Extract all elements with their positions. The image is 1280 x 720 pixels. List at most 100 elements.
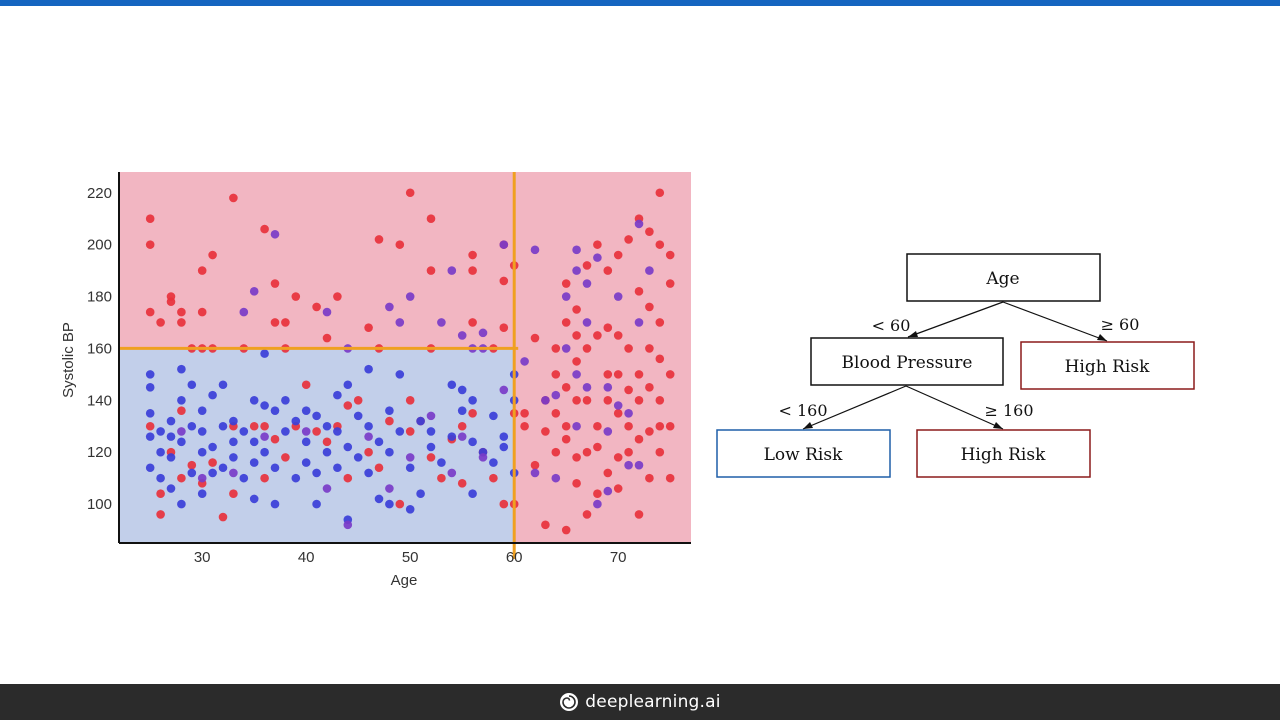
- red-data-point: [655, 396, 665, 405]
- red-data-point: [468, 318, 477, 327]
- red-data-point: [301, 380, 311, 390]
- blue-data-point: [156, 447, 165, 457]
- red-data-point: [426, 266, 436, 275]
- red-data-point: [613, 453, 623, 462]
- red-data-point: [177, 318, 186, 327]
- y-axis-label: Systolic BP: [60, 322, 77, 398]
- red-data-point: [364, 323, 373, 332]
- red-data-point: [561, 434, 571, 444]
- blue-data-point: [145, 370, 155, 379]
- blue-data-point: [270, 499, 280, 509]
- blue-data-point: [249, 396, 259, 405]
- blue-data-point: [301, 458, 311, 467]
- blue-data-point: [333, 390, 342, 400]
- blue-data-point: [166, 416, 176, 426]
- x-tick-label: 30: [194, 549, 211, 566]
- purple-data-point: [572, 266, 581, 275]
- red-data-point: [197, 307, 207, 317]
- blue-data-point: [333, 427, 342, 436]
- blue-data-point: [457, 406, 467, 415]
- purple-data-point: [561, 292, 571, 301]
- purple-data-point: [395, 318, 405, 327]
- red-data-point: [489, 473, 498, 483]
- red-data-point: [541, 427, 550, 436]
- red-data-point: [291, 292, 301, 301]
- purple-data-point: [322, 307, 332, 317]
- arrowhead-icon: [1097, 334, 1107, 341]
- edge-age-left: [907, 301, 1004, 338]
- data-points: [145, 188, 675, 535]
- blue-data-point: [229, 416, 238, 426]
- red-data-point: [395, 499, 405, 509]
- red-data-point: [634, 510, 644, 519]
- red-data-point: [177, 406, 186, 415]
- red-data-point: [582, 261, 592, 270]
- red-data-point: [572, 479, 581, 488]
- red-data-point: [624, 344, 633, 353]
- blue-data-point: [468, 489, 477, 499]
- purple-data-point: [385, 484, 394, 493]
- blue-data-point: [416, 416, 425, 426]
- purple-data-point: [530, 245, 540, 255]
- red-data-point: [655, 318, 665, 327]
- red-data-point: [634, 287, 644, 296]
- red-data-point: [218, 512, 228, 522]
- red-data-point: [187, 460, 197, 470]
- purple-data-point: [405, 292, 415, 301]
- red-data-point: [405, 396, 415, 405]
- red-data-point: [197, 266, 207, 275]
- red-data-point: [156, 318, 165, 327]
- blue-data-point: [177, 499, 186, 509]
- blue-data-point: [489, 411, 498, 421]
- blue-data-point: [260, 349, 269, 358]
- purple-data-point: [551, 390, 561, 400]
- red-data-point: [520, 421, 529, 431]
- purple-data-point: [582, 318, 592, 327]
- red-data-point: [177, 473, 186, 483]
- red-data-point: [208, 250, 217, 260]
- red-data-point: [645, 227, 654, 236]
- purple-data-point: [437, 318, 446, 327]
- purple-data-point: [551, 473, 561, 483]
- purple-data-point: [603, 427, 613, 436]
- low-risk-region: [119, 348, 515, 543]
- blue-data-point: [270, 463, 280, 473]
- red-data-point: [156, 510, 165, 519]
- edge-bp-right: [905, 385, 1004, 430]
- red-data-point: [613, 331, 623, 340]
- red-data-point: [603, 323, 613, 332]
- x-axis-label: Age: [391, 572, 418, 589]
- purple-data-point: [322, 484, 332, 493]
- red-data-point: [645, 302, 654, 312]
- red-data-point: [582, 447, 592, 457]
- red-data-point: [593, 442, 602, 452]
- blue-data-point: [291, 473, 301, 483]
- purple-data-point: [603, 383, 613, 392]
- blue-data-point: [301, 437, 311, 447]
- edge-age-right: [1002, 301, 1108, 342]
- red-data-point: [645, 383, 654, 392]
- red-data-point: [624, 385, 633, 395]
- red-data-point: [468, 250, 477, 260]
- blue-data-point: [166, 484, 176, 493]
- edge-bp-left: [802, 385, 907, 430]
- blue-data-point: [343, 380, 353, 390]
- red-data-point: [603, 266, 613, 275]
- blue-data-point: [353, 411, 363, 421]
- blue-data-point: [177, 364, 186, 374]
- blue-data-point: [260, 401, 269, 410]
- edge-label-age-lt-60: < 60: [872, 316, 911, 335]
- blue-data-point: [437, 458, 446, 467]
- blue-data-point: [187, 468, 197, 478]
- red-data-point: [229, 193, 238, 203]
- red-data-point: [572, 453, 581, 462]
- red-data-point: [665, 473, 675, 483]
- purple-data-point: [301, 427, 311, 436]
- blue-data-point: [187, 380, 197, 390]
- purple-data-point: [603, 486, 613, 496]
- red-data-point: [665, 421, 675, 431]
- y-tick-label: 220: [87, 185, 112, 202]
- red-data-point: [468, 266, 477, 275]
- edge-label-bp-ge-160: ≥ 160: [984, 401, 1033, 420]
- age-node-box: [906, 253, 1101, 302]
